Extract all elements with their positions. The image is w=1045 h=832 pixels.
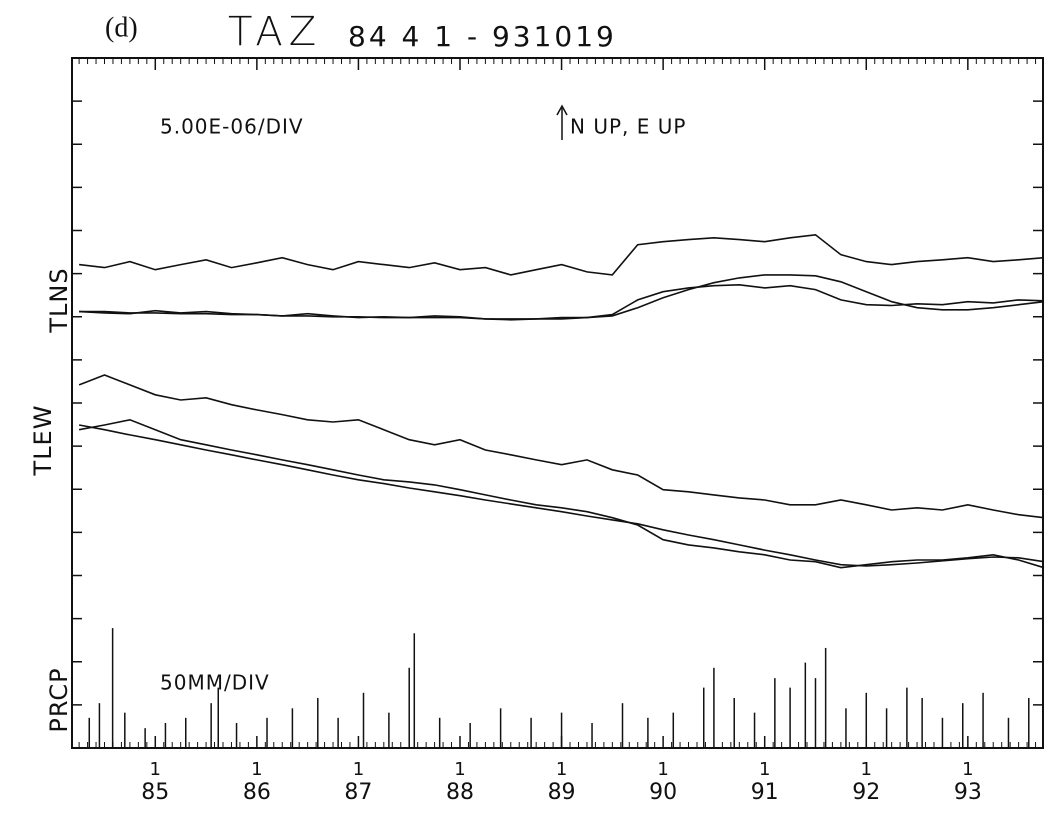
- chart-title: TAZ: [228, 9, 322, 55]
- x-tick-label: 90: [649, 780, 677, 805]
- annotation: N UP, E UP: [570, 115, 686, 139]
- x-tick-label: 93: [954, 780, 982, 805]
- x-tick-month: 1: [353, 759, 364, 780]
- arrow-head: [556, 104, 568, 116]
- trace: [79, 233, 1045, 276]
- x-tick-month: 1: [759, 759, 770, 780]
- annotation: 5.00E-06/DIV: [160, 115, 304, 139]
- trace: [78, 418, 1045, 569]
- side-label: TLEW: [29, 405, 57, 477]
- x-tick-month: 1: [556, 759, 567, 780]
- trace: [78, 374, 1045, 519]
- x-tick-month: 1: [962, 759, 973, 780]
- x-tick-month: 1: [251, 759, 262, 780]
- x-tick-label: 92: [852, 780, 880, 805]
- trace: [78, 424, 1045, 567]
- side-label: TLNS: [45, 267, 73, 333]
- x-tick-label: 89: [548, 780, 576, 805]
- side-label: PRCP: [45, 667, 73, 732]
- x-tick-month: 1: [657, 759, 668, 780]
- x-tick-label: 86: [243, 780, 271, 805]
- x-tick-month: 1: [150, 759, 161, 780]
- x-tick-label: 87: [344, 780, 372, 805]
- x-tick-month: 1: [454, 759, 465, 780]
- x-tick-label: 88: [446, 780, 474, 805]
- plot-frame: [71, 57, 1044, 749]
- x-tick-label: 91: [751, 780, 779, 805]
- trace: [79, 274, 1045, 320]
- x-tick-label: 85: [141, 780, 169, 805]
- panel-label: (d): [105, 12, 138, 43]
- chart-subtitle: 84 4 1 - 931019: [348, 20, 617, 53]
- x-tick-month: 1: [861, 759, 872, 780]
- annotation: 50MM/DIV: [160, 671, 270, 695]
